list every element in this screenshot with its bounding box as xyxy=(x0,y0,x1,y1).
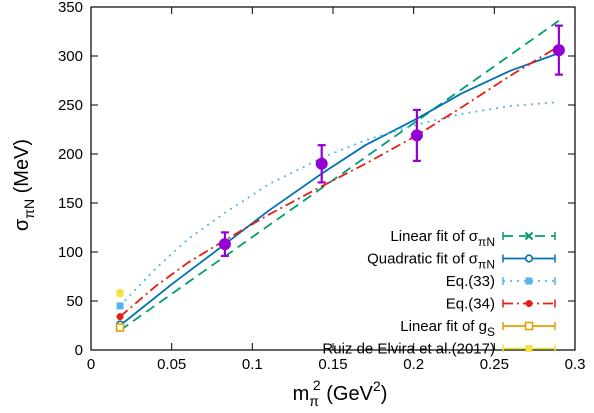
points-layer xyxy=(115,24,565,332)
legend-label: Linear fit of σπN xyxy=(390,228,495,249)
x-tick-label: 0.2 xyxy=(403,356,424,373)
x-tick-label: 0.05 xyxy=(157,356,186,373)
x-axis-title-unit: (GeV xyxy=(321,383,374,405)
extrap-point-5 xyxy=(116,289,124,297)
legend-label: Linear fit of gS xyxy=(400,318,495,339)
lattice-point xyxy=(552,44,565,57)
legend-entry-3: Eq.(34) xyxy=(446,296,556,313)
y-tick-label: 150 xyxy=(58,195,83,212)
y-tick-label: 100 xyxy=(58,244,83,261)
ticks-layer: 0 0.05 0.1 0.15 0.2 0.25 0.3 0 50 100 150 200 250 300… xyxy=(58,0,585,373)
legend-label: Quadratic fit of σπN xyxy=(367,251,495,272)
lattice-point xyxy=(218,238,231,251)
x-tick-label: 0.3 xyxy=(565,356,586,373)
extrap-point-2 xyxy=(116,302,124,310)
legend-sample-marker xyxy=(525,345,533,352)
x-axis-title-unit-sup: 2 xyxy=(373,378,381,394)
legend-entry-5: Ruiz de Elvira et al.(2017) xyxy=(322,341,556,358)
legend-entry-4: Linear fit of gS xyxy=(400,318,556,339)
x-axis-title-close: ) xyxy=(381,383,388,405)
x-axis-title-sub: π xyxy=(309,393,319,409)
x-tick-label: 0.1 xyxy=(242,356,263,373)
y-tick-label: 50 xyxy=(66,293,83,310)
y-tick-label: 300 xyxy=(58,48,83,65)
x-axis-title-main: m xyxy=(293,383,310,405)
x-tick-label: 0.25 xyxy=(480,356,509,373)
x-axis-title: mπ2 (GeV2) xyxy=(293,377,388,409)
lattice-point xyxy=(410,129,423,142)
series-line-0 xyxy=(119,19,560,332)
x-axis-title-sup: 2 xyxy=(313,377,321,393)
extrap-point-3 xyxy=(116,313,124,321)
y-tick-label: 350 xyxy=(58,0,83,16)
lattice-point xyxy=(315,157,328,170)
y-tick-label: 200 xyxy=(58,146,83,163)
y-tick-label: 0 xyxy=(75,342,83,359)
legend-sample-marker xyxy=(524,254,534,263)
legend-sample-marker xyxy=(524,321,534,331)
legend-label: Eq.(33) xyxy=(446,273,495,290)
y-axis-title-sub: πN xyxy=(21,199,37,219)
x-tick-label: 0 xyxy=(87,356,95,373)
legend-sample-marker xyxy=(525,300,533,307)
legend-entry-2: Eq.(33) xyxy=(446,273,556,290)
y-axis-title: σπN (MeV) xyxy=(11,139,37,231)
extrap-point-4 xyxy=(115,323,125,332)
series-line-3 xyxy=(119,45,560,318)
y-axis-title-unit: (MeV) xyxy=(11,139,33,199)
y-axis-title-main: σ xyxy=(11,218,33,231)
legend-entry-0: Linear fit of σπN xyxy=(390,228,556,249)
legend-label: Eq.(34) xyxy=(446,296,495,313)
legend-label: Ruiz de Elvira et al.(2017) xyxy=(322,341,495,358)
y-tick-label: 250 xyxy=(58,97,83,114)
series-line-1 xyxy=(119,52,560,327)
x-tick-label: 0.15 xyxy=(318,356,347,373)
legend-entry-1: Quadratic fit of σπN xyxy=(367,251,556,272)
legend-sample-marker xyxy=(524,231,534,241)
legend-sample-marker xyxy=(525,277,533,285)
